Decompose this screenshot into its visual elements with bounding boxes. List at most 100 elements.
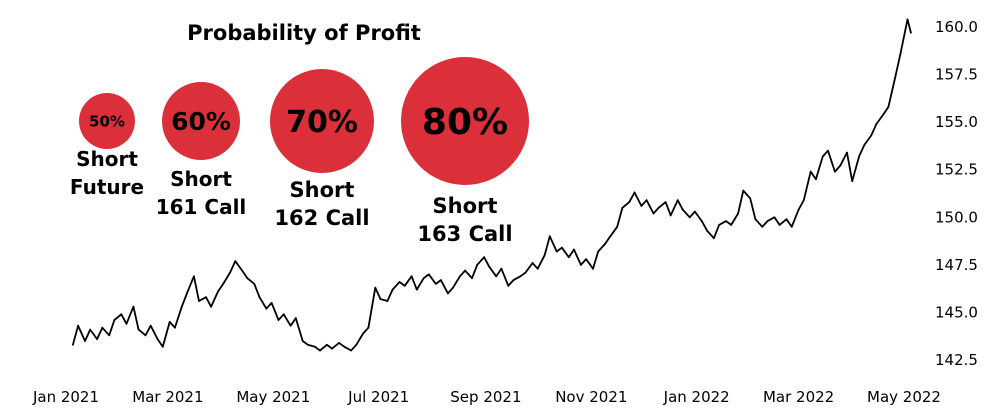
price-point — [464, 269, 466, 272]
price-point — [415, 288, 418, 291]
price-point — [198, 300, 200, 302]
price-point — [548, 235, 551, 238]
probability-percent: 80% — [422, 102, 508, 143]
price-point — [754, 218, 757, 221]
price-point — [910, 31, 912, 34]
y-tick-label: 147.5 — [935, 256, 978, 274]
strategy-label: Short — [170, 167, 232, 191]
price-point — [555, 250, 558, 253]
strategy-label: 163 Call — [417, 222, 512, 246]
price-point — [350, 349, 352, 352]
price-point — [887, 106, 890, 108]
price-point — [101, 326, 104, 329]
price-point — [137, 328, 140, 331]
price-point — [452, 286, 454, 289]
price-point — [471, 277, 473, 280]
price-point — [398, 281, 401, 283]
price-point — [379, 298, 382, 300]
price-point — [168, 321, 171, 323]
price-point — [846, 151, 848, 154]
strategy-label: Future — [70, 175, 144, 199]
price-point — [374, 286, 377, 289]
price-point — [676, 199, 679, 202]
price-point — [265, 307, 268, 310]
price-point — [500, 267, 503, 270]
price-point — [802, 199, 805, 202]
probability-percent: 70% — [286, 105, 358, 140]
price-point — [186, 292, 188, 295]
price-point — [681, 208, 684, 211]
price-point — [174, 326, 176, 329]
price-point — [573, 248, 575, 251]
x-tick-label: Jan 2022 — [663, 388, 730, 406]
price-point — [899, 52, 902, 55]
price-point — [301, 340, 304, 342]
price-point — [543, 254, 546, 257]
price-point — [815, 178, 817, 181]
price-point — [222, 283, 225, 285]
price-point — [72, 343, 74, 346]
price-point — [331, 347, 333, 350]
price-point — [567, 256, 570, 259]
price-point — [706, 229, 708, 232]
price-point — [616, 225, 619, 228]
probability-bubble — [401, 57, 529, 185]
price-point — [597, 250, 600, 253]
price-point — [282, 313, 285, 316]
price-point — [447, 292, 449, 295]
x-axis: Jan 2021 Mar 2021 May 2021 Jul 2021 Sep 2021… — [32, 388, 941, 406]
price-point — [834, 170, 836, 173]
price-point — [664, 201, 667, 204]
price-point — [512, 279, 515, 281]
price-point — [700, 220, 703, 223]
probability-bubble — [270, 69, 374, 173]
price-point — [640, 205, 643, 207]
price-point — [319, 349, 321, 352]
price-point — [507, 284, 510, 287]
price-point — [84, 340, 86, 342]
price-point — [367, 326, 370, 329]
x-tick-label: Jul 2021 — [347, 388, 409, 406]
price-point — [592, 267, 594, 270]
probability-bubble — [162, 82, 240, 160]
price-point — [476, 264, 479, 266]
price-point — [851, 180, 854, 183]
price-point — [483, 256, 485, 259]
price-point — [652, 212, 655, 215]
price-point — [519, 275, 522, 278]
price-point — [725, 220, 727, 223]
price-point — [495, 275, 498, 278]
price-point — [536, 267, 539, 270]
price-point — [580, 264, 582, 266]
price-point — [749, 197, 752, 200]
price-point — [241, 269, 244, 272]
price-point — [645, 199, 648, 202]
y-tick-label: 160.0 — [935, 18, 978, 36]
price-point — [313, 345, 316, 348]
bubble-group: 50% Short Future 60% Short 161 Call 70% Short 16… — [70, 57, 529, 246]
price-point — [761, 225, 764, 228]
y-tick-label: 142.5 — [935, 351, 978, 369]
price-point — [742, 189, 745, 192]
price-point — [89, 328, 92, 331]
x-tick-label: Sep 2021 — [450, 388, 521, 406]
price-point — [193, 275, 195, 278]
strategy-label: 161 Call — [156, 195, 247, 219]
price-point — [882, 113, 885, 116]
price-point — [561, 246, 563, 249]
price-point — [633, 191, 636, 194]
price-point — [440, 279, 442, 281]
price-point — [609, 235, 612, 238]
y-tick-label: 155.0 — [935, 113, 978, 131]
price-point — [258, 296, 261, 299]
x-tick-label: May 2022 — [867, 388, 941, 406]
strategy-label: Short — [76, 147, 138, 171]
price-point — [688, 216, 691, 219]
price-point — [391, 288, 394, 291]
strategy-label: 162 Call — [274, 206, 369, 230]
price-point — [246, 277, 249, 280]
chart-title: Probability of Profit — [187, 21, 421, 45]
price-point — [730, 224, 733, 226]
x-tick-label: May 2021 — [236, 388, 310, 406]
